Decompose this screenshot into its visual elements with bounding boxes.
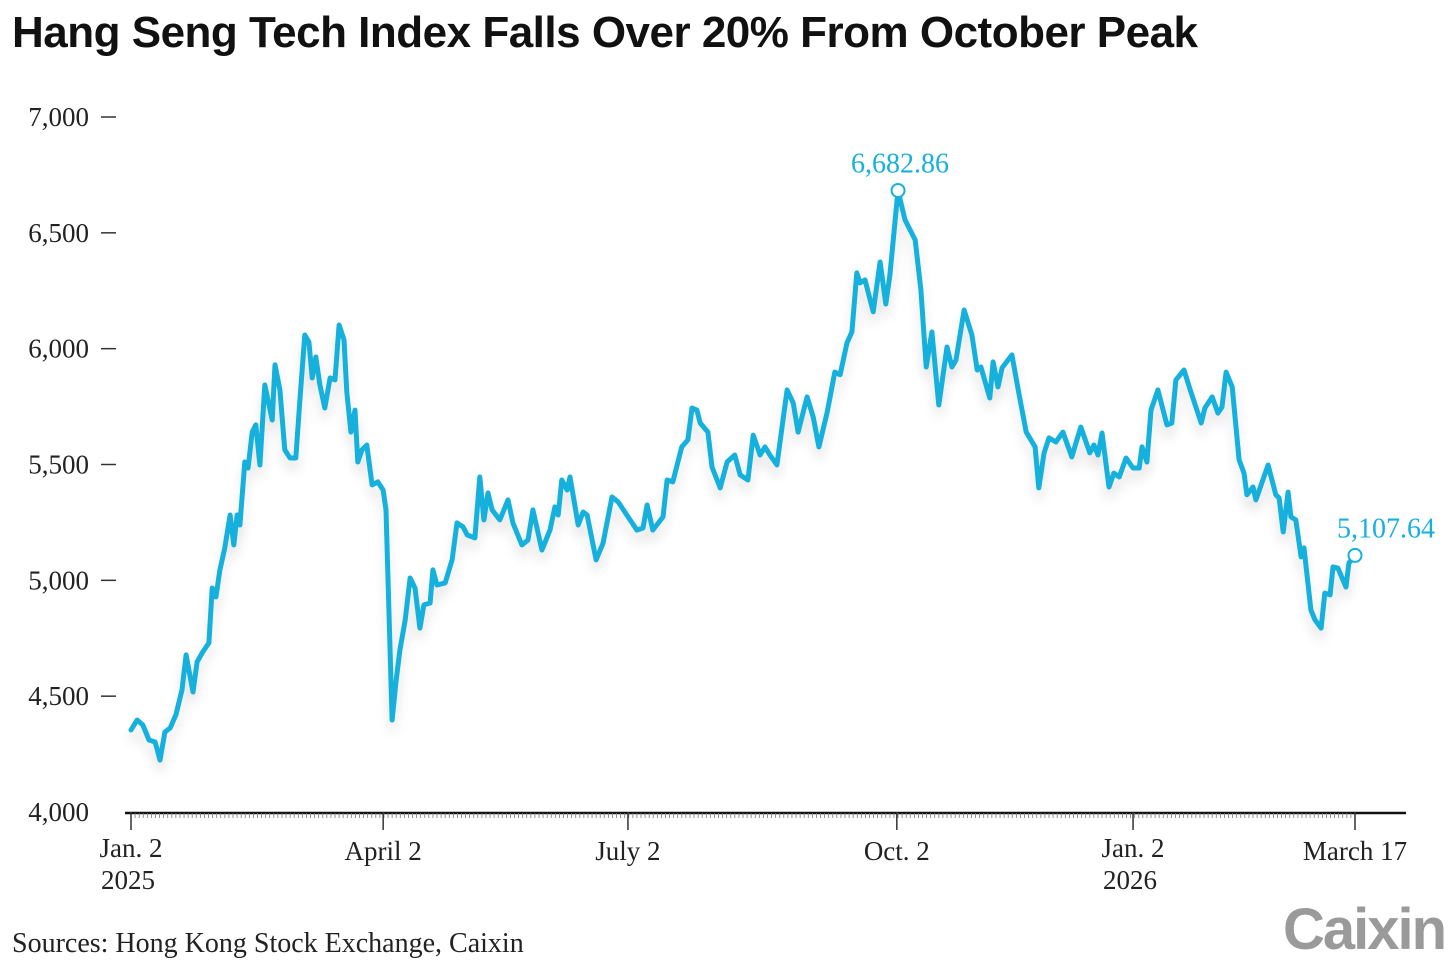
x-tick-year-label: 2025 (101, 865, 155, 895)
x-tick-label: April 2 (345, 836, 422, 866)
source-note: Sources: Hong Kong Stock Exchange, Caixi… (12, 928, 524, 959)
annotation-marker (1347, 547, 1363, 563)
y-tick-label: 4,500 (28, 681, 89, 711)
plot-area (128, 188, 1358, 763)
x-tick-year-label: 2026 (1103, 865, 1157, 895)
y-tick-label: 6,500 (28, 218, 89, 248)
x-tick-label: Jan. 2 (1102, 833, 1165, 863)
annotation-label: 5,107.64 (1337, 513, 1435, 544)
y-axis: 7,000 6,500 6,000 5,500 5,000 4,500 4,000 (28, 102, 116, 827)
y-tick-label: 5,500 (28, 450, 89, 480)
y-tick-label: 7,000 (28, 102, 89, 132)
annotations: 6,682.86 5,107.64 (851, 148, 1435, 563)
annotation-marker (890, 182, 906, 198)
annotation-label: 6,682.86 (851, 148, 949, 179)
y-tick-label: 5,000 (28, 565, 89, 595)
y-tick-label: 6,000 (28, 334, 89, 364)
y-tick-label: 4,000 (28, 797, 89, 827)
series-line (128, 188, 1358, 763)
x-tick-label: Oct. 2 (864, 836, 930, 866)
x-tick-label: March 17 (1303, 836, 1407, 866)
caixin-logo: Caixin (1283, 897, 1447, 962)
chart-title: Hang Seng Tech Index Falls Over 20% From… (12, 8, 1198, 57)
x-tick-label: Jan. 2 (100, 833, 163, 863)
x-tick-label: July 2 (595, 836, 660, 866)
